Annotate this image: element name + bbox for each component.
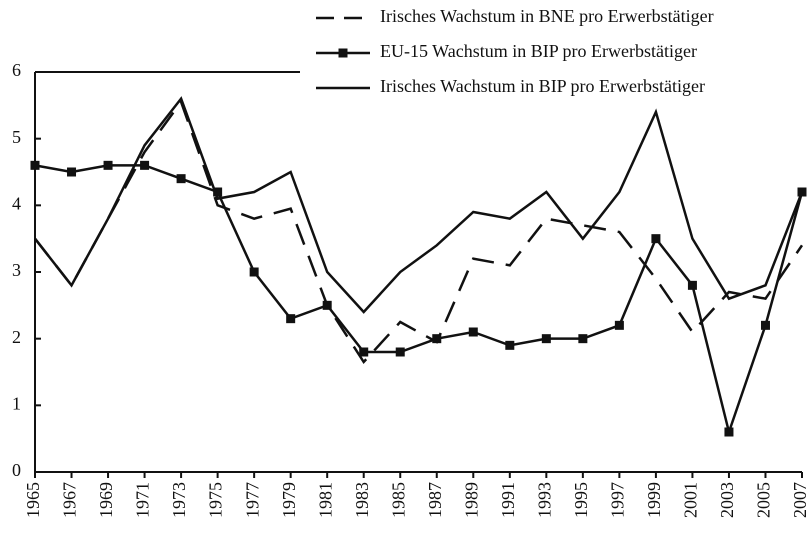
marker: [140, 160, 150, 170]
y-tick-label: 2: [12, 327, 21, 347]
x-tick-label: 1977: [242, 482, 262, 518]
x-tick-label: 1975: [206, 482, 226, 518]
marker: [724, 427, 734, 437]
marker: [249, 267, 259, 277]
x-tick-label: 1989: [461, 482, 481, 518]
x-tick-label: 1981: [315, 482, 335, 518]
x-tick-label: 1973: [169, 482, 189, 518]
x-tick-label: 2001: [681, 482, 701, 518]
legend-label: EU-15 Wachstum in BIP pro Erwerbstätiger: [380, 41, 697, 61]
x-tick-label: 1987: [425, 482, 445, 518]
marker: [468, 327, 478, 337]
marker: [614, 320, 624, 330]
y-tick-label: 5: [12, 127, 21, 147]
legend-label: Irisches Wachstum in BIP pro Erwerbstäti…: [380, 76, 705, 96]
x-tick-label: 1993: [534, 482, 554, 518]
x-tick-label: 1969: [96, 482, 116, 518]
marker: [651, 234, 661, 244]
x-tick-label: 1997: [608, 482, 628, 518]
x-tick-label: 1983: [352, 482, 372, 518]
y-tick-label: 4: [12, 193, 21, 213]
x-tick-label: 1999: [644, 482, 664, 518]
series-line: [34, 164, 804, 437]
x-tick-label: 2003: [717, 482, 737, 518]
marker: [541, 334, 551, 344]
marker: [578, 334, 588, 344]
x-tick-label: 1985: [388, 482, 408, 518]
y-tick-label: 0: [12, 460, 21, 480]
marker: [103, 160, 113, 170]
marker: [322, 300, 332, 310]
marker: [286, 314, 296, 324]
x-tick-label: 1979: [279, 482, 299, 518]
marker: [395, 347, 405, 357]
series-line: [34, 96, 804, 314]
marker: [687, 280, 697, 290]
x-tick-label: 1965: [23, 482, 43, 518]
x-tick-label: 2005: [754, 482, 774, 518]
marker: [359, 347, 369, 357]
y-tick-label: 3: [12, 260, 21, 280]
series-line: [34, 99, 804, 365]
legend-marker: [338, 48, 348, 58]
legend-label: Irisches Wachstum in BNE pro Erwerbstäti…: [380, 6, 714, 26]
y-tick-label: 6: [12, 60, 21, 80]
marker: [30, 160, 40, 170]
marker: [432, 334, 442, 344]
marker: [505, 340, 515, 350]
x-tick-label: 1991: [498, 482, 518, 518]
marker: [213, 187, 223, 197]
x-tick-label: 2007: [790, 482, 810, 518]
marker: [176, 174, 186, 184]
y-tick-label: 1: [12, 393, 21, 413]
x-tick-label: 1995: [571, 482, 591, 518]
x-tick-label: 1967: [60, 482, 80, 518]
x-tick-label: 1971: [133, 482, 153, 518]
marker: [67, 167, 77, 177]
marker: [760, 320, 770, 330]
